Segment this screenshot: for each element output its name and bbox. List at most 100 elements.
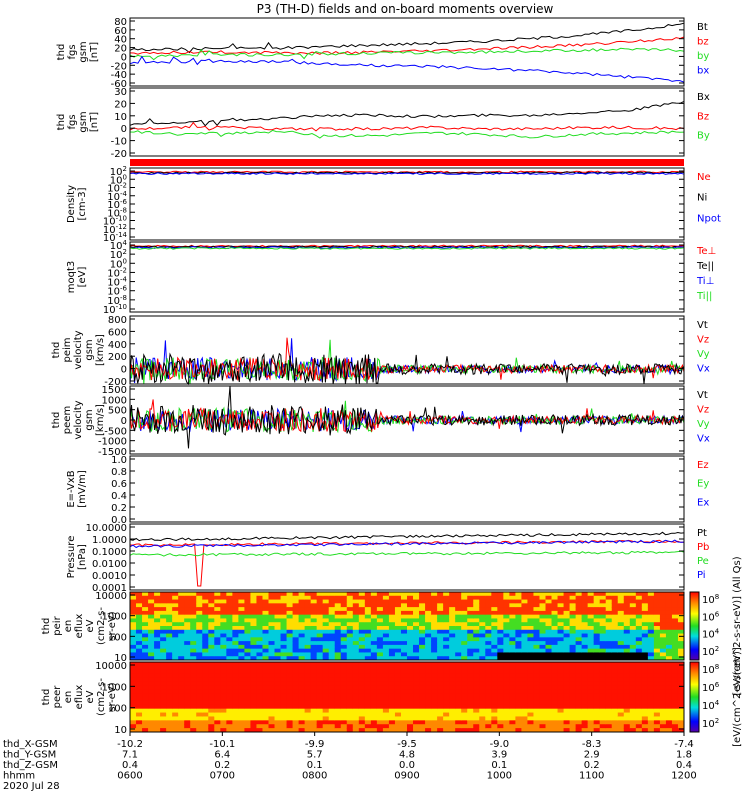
spectrogram-cell [292,689,300,694]
spectrogram-cell [148,673,155,679]
spectrogram-cell [382,599,390,604]
spectrogram-cell [557,644,565,650]
spectrogram-cell [629,693,637,698]
spectrogram-cell [641,618,649,623]
spectrogram-cell [202,656,209,661]
spectrogram-cell [485,595,492,601]
y-tick-label: 100 [110,173,127,186]
spectrogram-cell [575,595,583,601]
spectrogram-cell [599,700,607,706]
spectrogram-cell [575,689,583,694]
spectrogram-cell [635,708,643,714]
spectrogram-cell [382,633,390,638]
spectrogram-cell [407,652,414,657]
spectrogram-cell [166,728,173,733]
spectrogram-cell [340,693,348,698]
spectrogram-cell [497,728,504,733]
spectrogram-cell [334,700,342,706]
spectrogram-cell [641,592,649,597]
spectrogram-cell [142,712,149,717]
spectrogram-cell [659,592,667,597]
spectrogram-cell [521,603,528,608]
spectrogram-cell [166,595,173,601]
spectrogram-cell [136,716,143,721]
spectrogram-cell [286,648,294,653]
spectrogram-cell [274,633,282,638]
spectrogram-cell [593,644,601,650]
spectrogram-cell [268,669,276,675]
spectrogram-cell [647,685,655,690]
spectrogram-cell [521,724,528,729]
spectrogram-cell [605,603,613,608]
spectrogram-cell [491,665,498,671]
spectrogram-cell [671,720,679,725]
spectrogram-cell [641,704,649,710]
spectrogram-cell [419,677,426,682]
spectrogram-cell [581,712,589,717]
spectrogram-cell [274,607,282,612]
spectrogram-cell [533,677,540,682]
spectrogram-cell [509,712,516,717]
spectrogram-cell [226,677,233,682]
spectrogram-cell [262,685,269,690]
spectrogram-cell [166,607,173,612]
spectrogram-cell [629,720,637,725]
spectrogram-cell [268,592,276,597]
spectrogram-cell [413,607,420,612]
spectrogram-cell [184,704,191,710]
spectrogram-cell [419,700,426,706]
spectrogram-cell [172,704,179,710]
spectrogram-cell [461,700,468,706]
spectrogram-cell [599,689,607,694]
spectrogram-cell [407,712,414,717]
spectrogram-cell [491,716,498,721]
spectrogram-cell [431,603,438,608]
spectrogram-cell [154,603,161,608]
spectrogram-cell [394,652,402,657]
spectrogram-cell [641,648,649,653]
spectrogram-cell [437,629,444,635]
spectrogram-cell [587,697,595,702]
spectrogram-cell [274,595,282,601]
spectrogram-cell [581,656,589,661]
spectrogram-cell [220,720,227,725]
spectrogram-cell [148,662,155,667]
spectrogram-cell [647,603,655,608]
spectrogram-cell [479,693,486,698]
spectrogram-cell [196,622,203,627]
spectrogram-cell [599,720,607,725]
spectrogram-cell [413,720,420,725]
spectrogram-cell [581,626,589,631]
spectrogram-cell [455,652,462,657]
spectrogram-cell [467,665,474,671]
spectrogram-cell [382,673,390,679]
spectrogram-cell [641,724,649,729]
spectrogram-cell [394,669,402,675]
spectrogram-cell [142,697,149,702]
spectrogram-cell [641,700,649,706]
spectrogram-cell [316,697,324,702]
spectrogram-cell [268,700,276,706]
spectrogram-cell [352,599,360,604]
spectrogram-cell [581,720,589,725]
spectrogram-cell [190,637,197,642]
spectrogram-cell [659,648,667,653]
spectrogram-cell [256,685,263,690]
spectrogram-cell [467,677,474,682]
spectrogram-cell [148,595,155,601]
spectrogram-cell [509,697,516,702]
spectrogram-cell [551,648,559,653]
spectrogram-cell [340,652,348,657]
spectrogram-cell [461,693,468,698]
spectrogram-cell [587,652,595,657]
spectrogram-cell [190,685,197,690]
spectrogram-cell [304,673,312,679]
spectrogram-cell [611,626,619,631]
spectrogram-cell [292,712,300,717]
y-tick-label: -1000 [98,437,127,448]
spectrogram-cell [431,599,438,604]
trace-line [129,172,685,175]
spectrogram-cell [244,700,251,706]
spectrogram-cell [262,656,269,661]
spectrogram-cell [136,648,143,653]
